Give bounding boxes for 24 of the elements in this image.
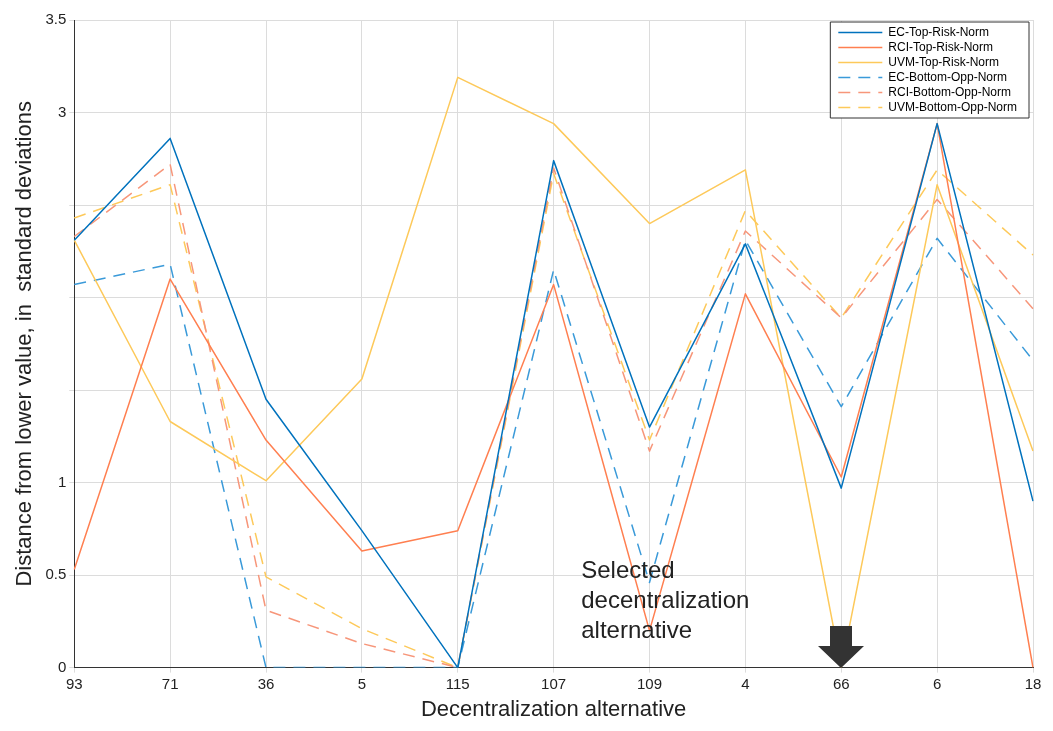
y-tick-label: 0.5 xyxy=(45,565,67,583)
y-axis-title: Distance from lower value, in standard deviations xyxy=(11,101,37,587)
x-tick-label: 4 xyxy=(741,674,750,692)
x-tick-label: 115 xyxy=(445,674,470,692)
legend-label: EC-Top-Risk-Norm xyxy=(888,24,989,39)
x-axis-title: Decentralization alternative xyxy=(420,695,687,721)
x-tick-label: 66 xyxy=(832,674,850,692)
legend-label: EC-Bottom-Opp-Norm xyxy=(888,69,1008,84)
legend-label: RCI-Top-Risk-Norm xyxy=(888,39,993,54)
x-tick-label: 18 xyxy=(1024,674,1042,692)
x-tick-label: 93 xyxy=(65,674,83,692)
y-tick-label: 0 xyxy=(57,657,67,675)
y-tick-label: 3 xyxy=(57,102,67,120)
y-tick-label: 1 xyxy=(57,472,67,490)
legend-label: UVM-Top-Risk-Norm xyxy=(888,54,999,69)
y-tick-label: 3.5 xyxy=(45,10,67,28)
legend-label: RCI-Bottom-Opp-Norm xyxy=(888,84,1011,99)
x-tick-label: 71 xyxy=(161,674,179,692)
x-tick-label: 6 xyxy=(932,674,942,692)
x-tick-label: 5 xyxy=(357,674,367,692)
legend-label: UVM-Bottom-Opp-Norm xyxy=(888,99,1017,114)
x-tick-label: 36 xyxy=(257,674,275,692)
x-tick-label: 107 xyxy=(541,674,567,692)
x-tick-label: 109 xyxy=(636,674,663,692)
